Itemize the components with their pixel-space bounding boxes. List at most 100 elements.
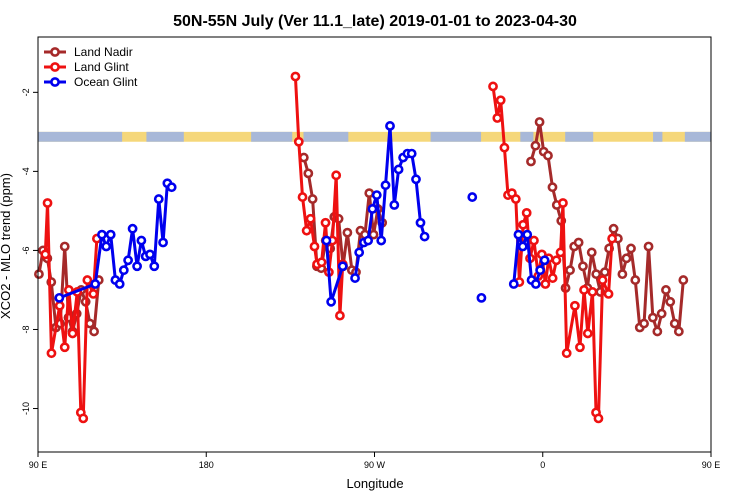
data-point [406, 148, 417, 159]
data-point [82, 275, 93, 285]
data-point [331, 170, 342, 181]
data-point [46, 348, 57, 359]
y-tick-label: -6 [21, 246, 31, 254]
data-point [342, 227, 353, 238]
data-point [153, 194, 164, 204]
land-ocean-band [38, 131, 711, 142]
data-point [297, 192, 308, 202]
data-point [578, 261, 588, 272]
ocean-band-segment [251, 131, 293, 142]
data-point [419, 231, 430, 242]
data-point [59, 342, 70, 353]
data-point [293, 136, 304, 147]
data-point [534, 117, 545, 127]
data-point [561, 348, 572, 359]
data-point [42, 198, 53, 208]
ocean-band-segment [146, 131, 184, 142]
data-point [579, 285, 589, 295]
ocean-band-segment [653, 131, 663, 142]
data-point [411, 174, 421, 185]
data-point [573, 237, 584, 248]
ocean-band-segment [38, 131, 123, 142]
data-point [40, 249, 51, 260]
data-point [510, 194, 521, 204]
data-point [337, 261, 348, 272]
legend-item: Land Glint [44, 60, 129, 74]
data-point [526, 156, 536, 167]
data-point [367, 204, 378, 214]
data-point [499, 142, 510, 153]
data-point [669, 318, 680, 329]
data-point [597, 275, 608, 285]
y-axis-label: XCO2 - MLO trend (ppm) [0, 173, 13, 319]
data-point [530, 140, 541, 151]
legend-label: Land Glint [74, 60, 129, 74]
data-point [67, 328, 78, 339]
legend-label: Ocean Glint [74, 75, 138, 89]
data-point [54, 292, 65, 303]
data-point [132, 261, 142, 272]
data-point [607, 233, 618, 244]
ocean-band-segment [430, 131, 482, 142]
data-point [380, 180, 391, 191]
ocean-band-segment [303, 131, 349, 142]
data-point [127, 223, 138, 234]
data-point [321, 235, 332, 246]
x-tick-label: 90 E [702, 460, 721, 470]
data-point [539, 255, 550, 266]
data-point [335, 310, 345, 321]
data-point [543, 150, 553, 161]
data-point [495, 95, 506, 106]
data-point [647, 312, 658, 323]
data-point [665, 296, 676, 307]
data-point [492, 113, 503, 123]
data-point [88, 289, 99, 299]
legend-item: Ocean Glint [44, 75, 138, 89]
data-point [508, 279, 519, 289]
data-point [105, 229, 116, 240]
data-point [326, 296, 337, 307]
data-point [555, 247, 566, 258]
data-point [535, 265, 546, 276]
data-point [301, 225, 312, 236]
data-point [385, 121, 395, 131]
data-point [661, 285, 671, 295]
y-tick-label: -8 [21, 325, 31, 333]
data-point [558, 198, 568, 208]
series-ocean-glint [54, 121, 550, 307]
series-land-glint [40, 71, 618, 424]
data-point [149, 261, 160, 272]
data-point [78, 413, 89, 424]
data-point [547, 273, 558, 283]
data-point [376, 235, 387, 246]
data-point [389, 200, 400, 210]
data-point [626, 243, 636, 254]
data-point [586, 247, 597, 258]
data-point [608, 223, 619, 234]
data-point [118, 265, 129, 276]
data-point [517, 241, 528, 252]
data-point [639, 318, 649, 329]
chart-title: 50N-55N July (Ver 11.1_late) 2019-01-01 … [173, 13, 577, 30]
legend-swatch-point [50, 77, 60, 87]
data-point [316, 257, 327, 268]
data-point [467, 192, 478, 202]
data-point [136, 235, 147, 246]
data-point [521, 207, 532, 218]
data-point [158, 237, 168, 248]
y-tick-label: -2 [21, 88, 31, 96]
x-tick-label: 90 W [364, 460, 386, 470]
data-point [603, 289, 614, 299]
y-axis: -2 -4 -6 -8 -10 [21, 88, 38, 415]
series-layer [34, 71, 689, 424]
legend-item: Land Nadir [44, 45, 133, 59]
data-point [309, 241, 320, 252]
data-point [101, 241, 112, 252]
data-point [290, 71, 301, 82]
data-point [350, 273, 360, 283]
data-point [415, 217, 426, 228]
data-point [518, 219, 529, 230]
data-point [114, 279, 125, 289]
data-point [89, 326, 99, 337]
